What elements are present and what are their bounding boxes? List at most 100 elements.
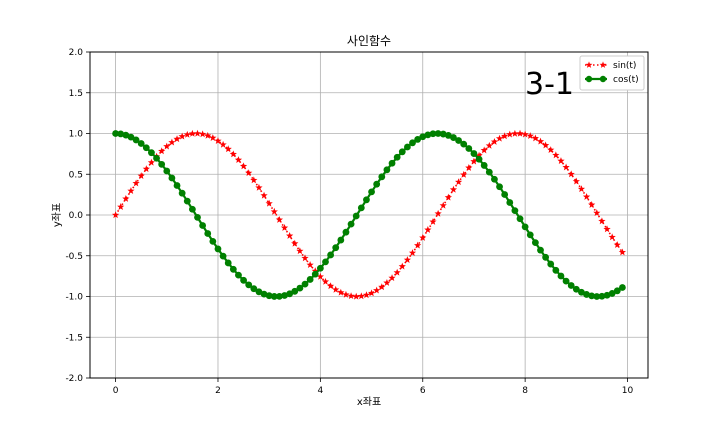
data-point-cos — [270, 293, 278, 300]
data-point-sin — [408, 249, 417, 256]
legend-marker-sin — [585, 61, 593, 68]
data-point-cos — [398, 148, 406, 156]
data-point-sin — [178, 132, 186, 140]
data-point-cos — [347, 220, 355, 228]
x-tick-label: 10 — [622, 386, 634, 396]
data-point-sin — [147, 158, 156, 166]
data-point-cos — [281, 292, 288, 299]
data-point-cos — [306, 276, 314, 283]
data-point-cos — [122, 131, 130, 139]
y-tick-label: 2.0 — [69, 48, 84, 58]
data-point-sin — [193, 129, 202, 137]
data-point-cos — [229, 265, 237, 273]
data-point-cos — [168, 174, 176, 182]
data-point-cos — [552, 266, 560, 274]
data-point-sin — [572, 177, 580, 185]
data-point-cos — [470, 150, 478, 157]
data-point-sin — [506, 130, 514, 138]
x-tick-label: 2 — [215, 386, 221, 396]
data-point-sin — [542, 141, 550, 149]
data-point-cos — [214, 245, 222, 253]
data-point-sin — [270, 207, 278, 215]
data-point-cos — [219, 252, 227, 260]
data-point-sin — [501, 132, 509, 140]
data-point-sin — [388, 274, 396, 282]
data-point-cos — [403, 143, 411, 151]
data-point-cos — [444, 132, 452, 139]
data-point-sin — [158, 147, 166, 155]
data-point-sin — [316, 272, 324, 280]
y-tick-label: 0.5 — [69, 170, 83, 180]
data-point-sin — [521, 130, 529, 138]
data-point-sin — [470, 157, 478, 165]
data-point-sin — [424, 226, 432, 233]
data-point-sin — [301, 254, 309, 262]
data-point-cos — [286, 290, 294, 298]
data-point-cos — [245, 281, 253, 289]
x-axis-label: x좌표 — [357, 396, 381, 408]
data-point-sin — [414, 241, 422, 249]
legend-item-cos: cos(t) — [585, 75, 639, 85]
data-point-cos — [506, 199, 514, 206]
data-point-cos — [296, 284, 304, 292]
data-point-cos — [588, 292, 596, 300]
data-point-sin — [429, 217, 437, 225]
legend-marker-cos — [585, 75, 593, 83]
data-point-cos — [337, 236, 345, 244]
series-sin — [111, 129, 627, 300]
y-tick-label: 1.5 — [69, 89, 83, 99]
data-point-cos — [199, 222, 207, 229]
data-point-cos — [537, 246, 544, 254]
data-point-cos — [480, 162, 488, 169]
x-tick-label: 8 — [522, 386, 528, 396]
data-point-sin — [465, 164, 473, 171]
data-point-cos — [316, 264, 324, 272]
data-point-sin — [199, 130, 207, 138]
data-point-cos — [373, 180, 381, 188]
y-tick-label: -2.0 — [65, 374, 83, 384]
y-axis-label: y좌표 — [51, 203, 63, 227]
data-point-cos — [332, 244, 340, 252]
data-point-cos — [567, 282, 575, 289]
chart-title: 사인함수 — [347, 34, 391, 48]
data-point-cos — [562, 277, 570, 285]
data-point-sin — [260, 191, 268, 199]
data-point-sin — [321, 277, 330, 285]
data-point-cos — [572, 285, 580, 293]
data-point-sin — [286, 232, 294, 239]
data-point-sin — [434, 209, 442, 217]
data-point-sin — [342, 290, 350, 298]
data-point-sin — [577, 185, 586, 193]
data-point-cos — [265, 292, 273, 300]
data-point-cos — [388, 159, 396, 167]
data-point-cos — [598, 292, 606, 300]
data-point-sin — [265, 199, 273, 207]
data-point-cos — [393, 153, 401, 161]
legend-label-cos: cos(t) — [613, 75, 639, 85]
data-point-cos — [322, 258, 329, 266]
data-point-sin — [229, 150, 237, 158]
data-point-cos — [188, 205, 196, 213]
data-point-cos — [250, 285, 258, 293]
axis-ticks: 0 2 4 6 8 10 -2.0 -1.5 -1.0 -0.5 0.0 0.5 1.0 1.5 2.0 — [65, 48, 633, 396]
data-point-sin — [582, 193, 591, 200]
data-point-sin — [362, 291, 371, 299]
data-point-sin — [250, 176, 258, 184]
data-point-cos — [531, 239, 539, 247]
data-point-cos — [363, 196, 370, 204]
data-point-sin — [306, 261, 314, 268]
data-point-sin — [142, 165, 150, 173]
data-point-sin — [490, 137, 499, 145]
data-point-cos — [132, 136, 140, 144]
data-point-sin — [516, 129, 524, 137]
data-point-cos — [142, 144, 150, 152]
data-point-sin — [608, 233, 616, 241]
data-point-sin — [183, 130, 191, 138]
series-layer — [111, 129, 627, 300]
data-point-sin — [367, 289, 376, 297]
annotation-label: 3-1 — [525, 67, 574, 102]
x-tick-label: 0 — [113, 386, 119, 396]
data-point-cos — [378, 173, 386, 181]
data-point-sin — [552, 151, 560, 159]
